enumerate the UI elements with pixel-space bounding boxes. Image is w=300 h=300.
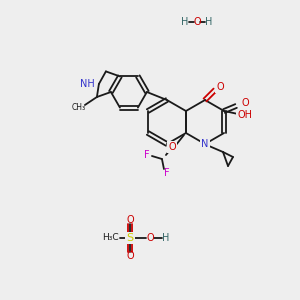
Text: H₃C: H₃C bbox=[102, 233, 118, 242]
Text: F: F bbox=[144, 150, 150, 160]
Text: H: H bbox=[181, 17, 189, 27]
Text: O: O bbox=[168, 142, 176, 152]
Text: NH: NH bbox=[80, 79, 95, 89]
Text: O: O bbox=[216, 82, 224, 92]
Text: O: O bbox=[126, 251, 134, 261]
Text: O: O bbox=[193, 17, 201, 27]
Text: N: N bbox=[201, 139, 209, 149]
Text: CH₃: CH₃ bbox=[72, 103, 86, 112]
Text: H: H bbox=[162, 233, 170, 243]
Text: O: O bbox=[241, 98, 249, 108]
Text: O: O bbox=[126, 215, 134, 225]
Text: S: S bbox=[126, 233, 134, 243]
Text: F: F bbox=[164, 168, 170, 178]
Text: O: O bbox=[146, 233, 154, 243]
Text: H: H bbox=[205, 17, 213, 27]
Text: OH: OH bbox=[238, 110, 253, 120]
